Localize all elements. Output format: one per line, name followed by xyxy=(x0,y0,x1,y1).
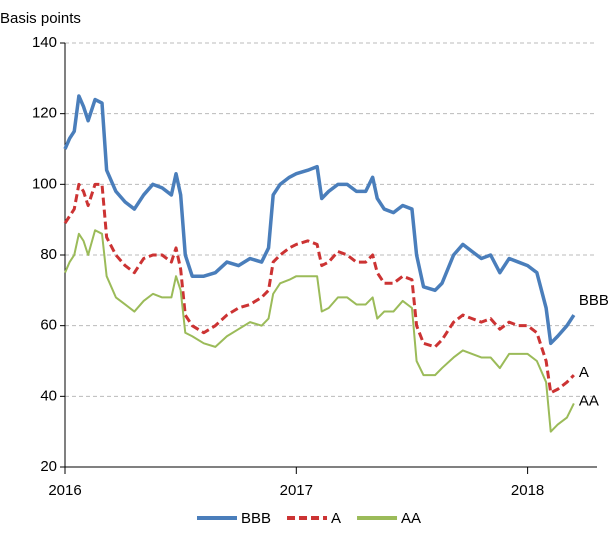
legend-label: A xyxy=(331,510,341,527)
y-tick-label: 60 xyxy=(40,317,57,334)
y-tick-label: 20 xyxy=(40,458,57,475)
series-line xyxy=(63,182,575,395)
series-line xyxy=(63,94,576,346)
y-tick-label: 40 xyxy=(40,387,57,404)
series-end-label: BBB xyxy=(579,292,608,309)
x-tick-label: 2016 xyxy=(48,482,81,499)
y-tick-label: 80 xyxy=(40,246,57,263)
y-axis-label: Basis points xyxy=(0,10,81,27)
series-end-label: A xyxy=(579,364,589,381)
y-tick-label: 140 xyxy=(32,34,57,51)
series-line xyxy=(64,229,575,433)
y-tick-label: 100 xyxy=(32,175,57,192)
x-tick-label: 2018 xyxy=(511,482,544,499)
series-end-label: AA xyxy=(579,392,599,409)
legend-label: AA xyxy=(401,510,421,527)
legend-label: BBB xyxy=(241,510,271,527)
y-tick-label: 120 xyxy=(32,105,57,122)
x-tick-label: 2017 xyxy=(280,482,313,499)
